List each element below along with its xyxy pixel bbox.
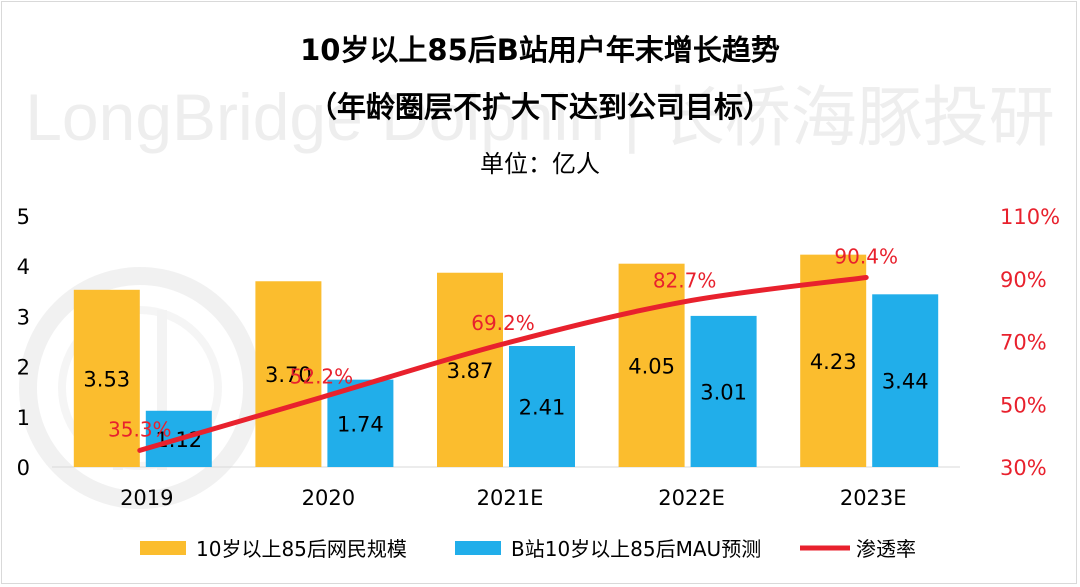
y-left-tick-label: 4	[17, 255, 30, 279]
legend-label: 10岁以上85后网民规模	[196, 537, 407, 561]
watermark: LongBridge Dolphin | 长桥海豚投研	[25, 80, 1055, 154]
bar-netizens	[618, 263, 685, 467]
y-left-tick-label: 3	[17, 305, 30, 329]
legend: 10岁以上85后网民规模 B站10岁以上85后MAU预测 渗透率	[140, 537, 916, 561]
y-right-tick-label: 110%	[1000, 205, 1060, 229]
bar-netizens	[255, 281, 322, 467]
bar-mau	[509, 346, 575, 467]
y-right-tick-label: 70%	[1000, 331, 1047, 355]
bar-value-label: 1.74	[337, 412, 384, 436]
line-value-label: 52.2%	[290, 364, 354, 388]
y-left-tick-label: 1	[17, 406, 30, 430]
penetration-line	[137, 274, 869, 453]
y-left-tick-label: 0	[17, 456, 30, 480]
bar-value-label: 3.70	[265, 363, 312, 387]
bar-value-label: 3.01	[700, 380, 747, 404]
bar-netizens	[437, 272, 503, 467]
y-right-tick-label: 30%	[1000, 456, 1047, 480]
line-labels: 35.3% 52.2% 69.2% 82.7% 90.4%	[108, 244, 898, 441]
bar-value-label: 4.23	[810, 350, 857, 374]
unit-label: 单位：亿人	[480, 150, 600, 178]
bars	[73, 254, 939, 467]
bar-value-label: 3.44	[882, 370, 929, 394]
bar-value-label: 2.41	[519, 396, 566, 420]
bar-mau	[690, 315, 757, 467]
x-tick-label: 2019	[120, 486, 173, 510]
legend-label: 渗透率	[856, 537, 916, 561]
x-tick-label: 2023E	[840, 486, 907, 510]
chart-title: 10岁以上85后B站用户年末增长趋势	[300, 33, 780, 67]
bar-value-label: 4.05	[628, 354, 675, 378]
penetration-line-path	[137, 274, 869, 453]
legend-swatch	[140, 541, 186, 555]
line-value-label: 90.4%	[834, 244, 898, 268]
y-right-tick-label: 50%	[1000, 393, 1047, 417]
axes: 0 1 2 3 4 5 30% 50% 70% 90% 110% 2019 2020 2021E 2022E…	[17, 205, 1060, 510]
bar-netizens	[800, 254, 867, 467]
y-right-tick-label: 90%	[1000, 268, 1047, 292]
chart-subtitle: （年龄圈层不扩大下达到公司目标）	[308, 90, 772, 124]
line-value-label: 35.3%	[108, 417, 172, 441]
watermark-logo	[19, 267, 261, 509]
line-value-label: 82.7%	[653, 269, 717, 293]
bar-value-label: 3.87	[447, 359, 494, 383]
x-tick-label: 2021E	[477, 486, 544, 510]
legend-label: B站10岁以上85后MAU预测	[511, 537, 761, 561]
bar-mau	[872, 294, 939, 467]
legend-swatch	[455, 541, 501, 555]
bar-netizens	[73, 289, 140, 467]
y-left-tick-label: 2	[17, 356, 30, 380]
x-tick-label: 2020	[302, 486, 355, 510]
y-left-tick-label: 5	[17, 205, 30, 229]
line-value-label: 69.2%	[471, 311, 535, 335]
bar-value-label: 3.53	[83, 367, 130, 391]
x-tick-label: 2022E	[658, 486, 725, 510]
bar-labels: 3.53 3.70 3.87 4.05 4.231.121.742.413.01 3.44	[83, 350, 928, 452]
